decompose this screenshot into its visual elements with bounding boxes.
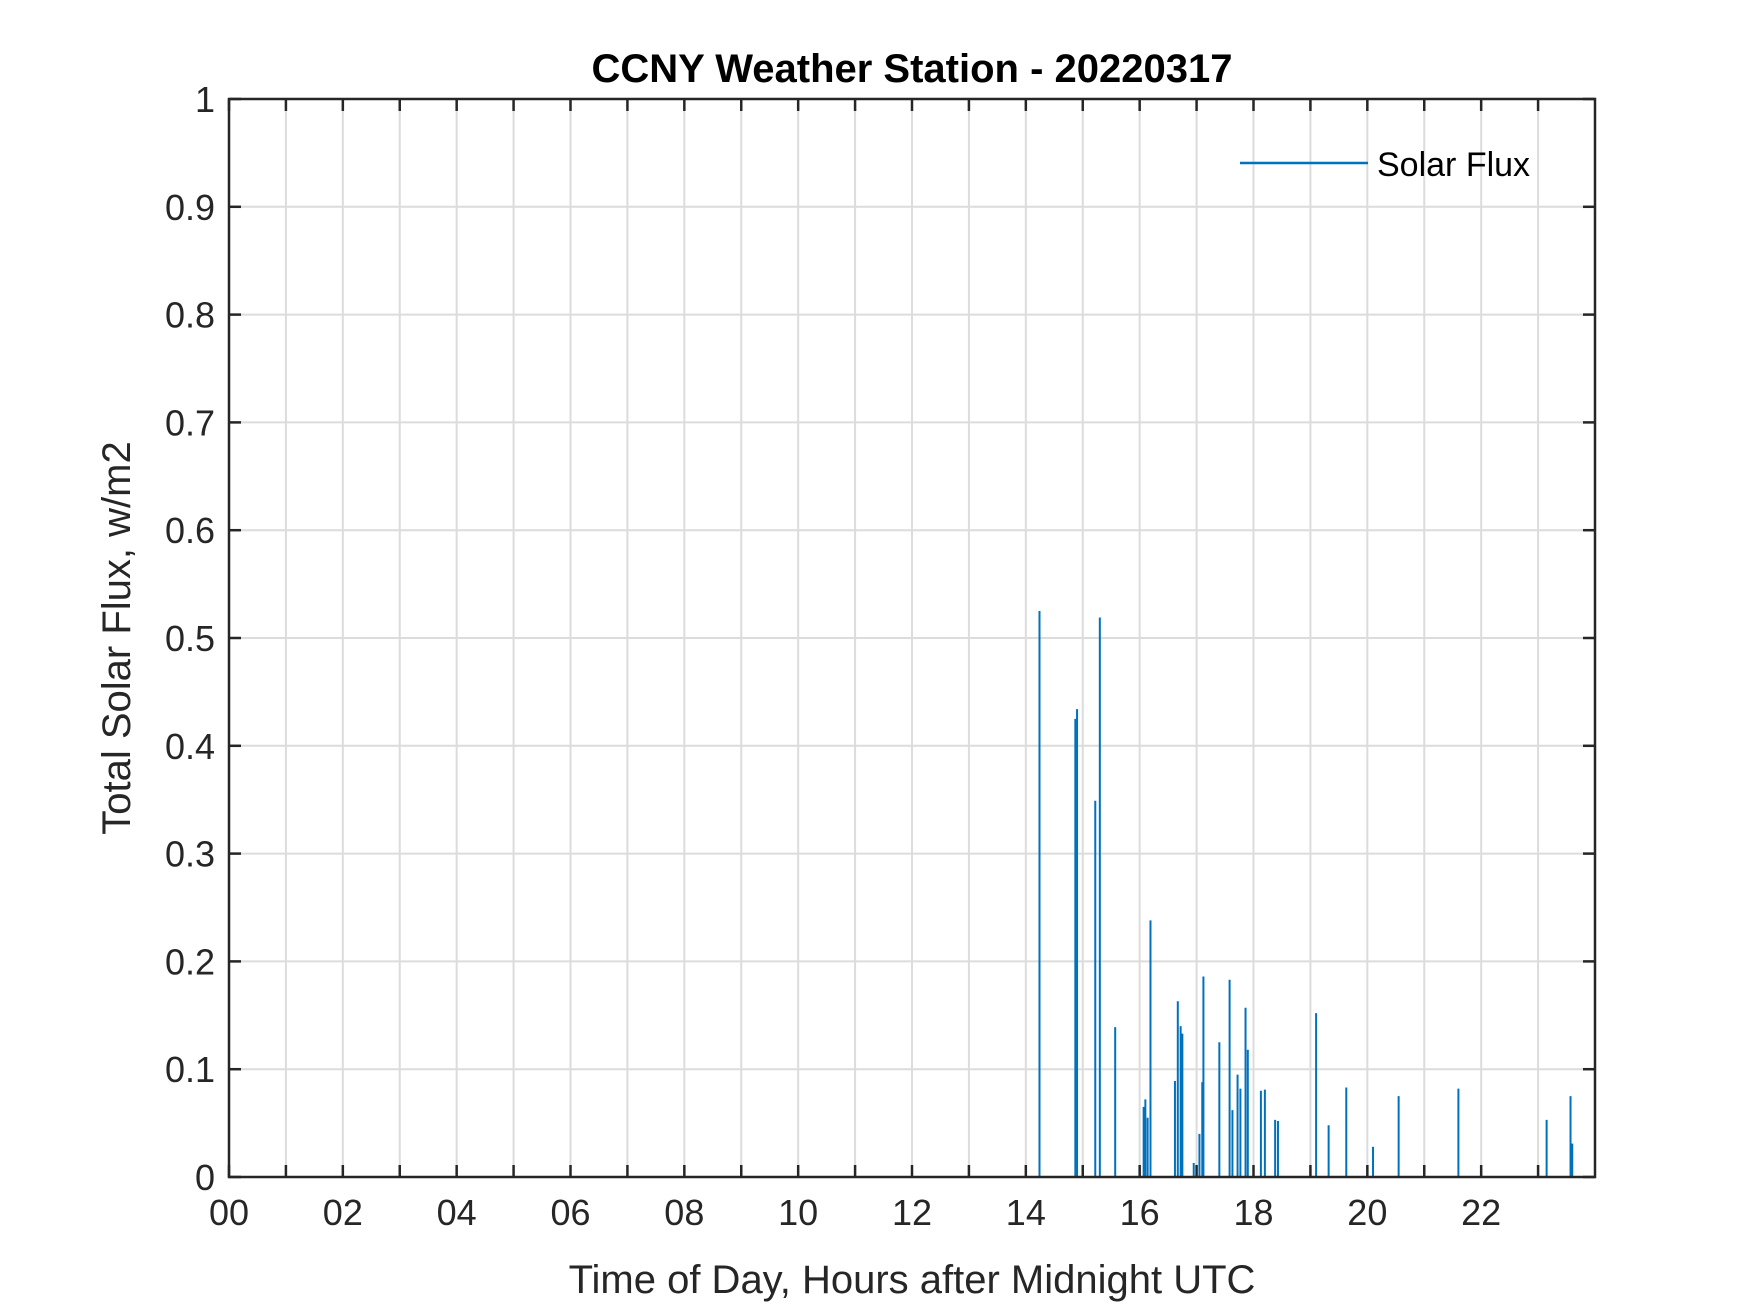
x-tick-label: 22 bbox=[1461, 1192, 1501, 1233]
y-tick-label: 0.4 bbox=[165, 726, 215, 767]
y-tick-label: 0.6 bbox=[165, 510, 215, 551]
x-tick-label: 14 bbox=[1006, 1192, 1046, 1233]
x-tick-label: 08 bbox=[664, 1192, 704, 1233]
grid-lines bbox=[229, 99, 1595, 1177]
chart-title: CCNY Weather Station - 20220317 bbox=[592, 47, 1233, 91]
legend: Solar Flux bbox=[1240, 146, 1530, 184]
plot-frame bbox=[227, 97, 1597, 1179]
y-tick-label: 0 bbox=[195, 1157, 215, 1198]
x-tick-label: 00 bbox=[209, 1192, 249, 1233]
y-tick-label: 0.8 bbox=[165, 295, 215, 336]
y-tick-label: 1 bbox=[195, 79, 215, 120]
y-tick-label: 0.3 bbox=[165, 834, 215, 875]
y-tick-label: 0.2 bbox=[165, 941, 215, 982]
x-tick-labels: 00 02 04 06 08 10 12 14 16 18 20 22 bbox=[209, 1192, 1501, 1233]
axis-ticks bbox=[227, 97, 1595, 1179]
x-tick-label: 12 bbox=[892, 1192, 932, 1233]
x-tick-label: 18 bbox=[1233, 1192, 1273, 1233]
x-tick-label: 02 bbox=[323, 1192, 363, 1233]
y-tick-labels: 0 0.1 0.2 0.3 0.4 0.5 0.6 0.7 0.8 0.9 1 bbox=[165, 79, 215, 1198]
y-tick-label: 0.1 bbox=[165, 1049, 215, 1090]
y-axis-label: Total Solar Flux, w/m2 bbox=[95, 441, 139, 834]
x-tick-label: 06 bbox=[550, 1192, 590, 1233]
x-tick-label: 10 bbox=[778, 1192, 818, 1233]
x-tick-label: 20 bbox=[1347, 1192, 1387, 1233]
y-tick-label: 0.5 bbox=[165, 618, 215, 659]
legend-label-solar-flux: Solar Flux bbox=[1377, 146, 1530, 184]
x-axis-label: Time of Day, Hours after Midnight UTC bbox=[569, 1258, 1256, 1302]
x-tick-label: 16 bbox=[1120, 1192, 1160, 1233]
data-series bbox=[1038, 611, 1574, 1177]
y-tick-label: 0.7 bbox=[165, 402, 215, 443]
x-tick-label: 04 bbox=[437, 1192, 477, 1233]
y-tick-label: 0.9 bbox=[165, 187, 215, 228]
